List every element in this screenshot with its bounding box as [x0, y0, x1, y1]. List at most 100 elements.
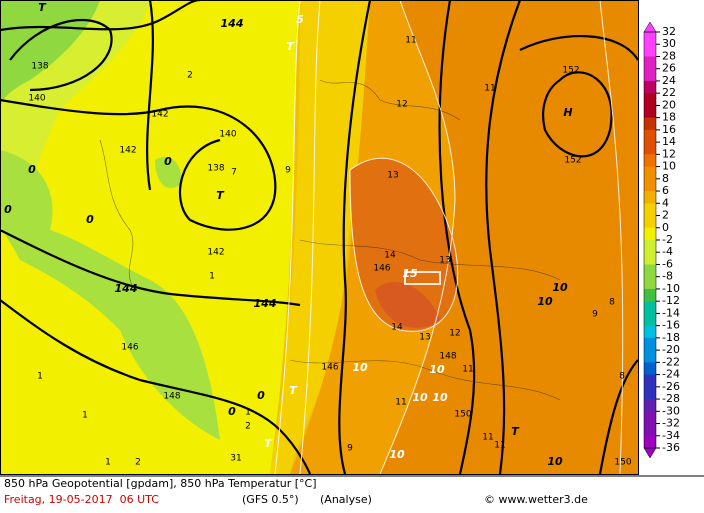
colorbar-label: 16	[662, 123, 676, 136]
map-label: T	[38, 1, 47, 14]
colorbar-label: 26	[662, 62, 676, 75]
colorbar-label: -20	[662, 343, 680, 356]
colorbar-label: -18	[662, 331, 680, 344]
colorbar-label: -14	[662, 306, 680, 319]
colorbar: 32302826242220181614121086420-2-4-6-8-10…	[643, 21, 680, 459]
colorbar-top-cap	[643, 21, 657, 33]
map-label: 142	[207, 248, 224, 258]
map-label: 10	[389, 448, 405, 461]
map-label: 31	[230, 454, 241, 464]
map-label: 138	[31, 62, 48, 72]
colorbar-label: 0	[662, 221, 669, 234]
map-label: 10	[352, 361, 368, 374]
map-label: 138	[207, 164, 224, 174]
map-label: 10	[412, 391, 428, 404]
colorbar-label: -30	[662, 404, 680, 417]
map-label: 8	[609, 298, 615, 308]
map-label: 7	[231, 168, 237, 178]
colorbar-label: 2	[662, 209, 669, 222]
colorbar-label: -8	[662, 270, 673, 283]
colorbar-label: 24	[662, 74, 676, 87]
map-label: 10	[552, 281, 568, 294]
map-label: 0	[28, 163, 36, 176]
colorbar-swatch	[644, 142, 656, 155]
colorbar-swatch	[644, 203, 656, 217]
map-field	[0, 0, 638, 474]
colorbar-swatch	[644, 178, 656, 192]
map-label: 0	[257, 389, 265, 402]
colorbar-label: -26	[662, 380, 680, 393]
colorbar-swatch	[644, 32, 656, 45]
colorbar-label: -28	[662, 392, 680, 405]
colorbar-swatch	[644, 423, 656, 437]
colorbar-swatch	[644, 105, 656, 119]
colorbar-swatch	[644, 227, 656, 241]
footer-model: (GFS 0.5°)	[242, 493, 299, 506]
map-label: T	[511, 425, 520, 438]
map-label: 10	[537, 295, 553, 308]
colorbar-swatch	[644, 301, 656, 314]
colorbar-label: -10	[662, 282, 680, 295]
colorbar-swatch	[644, 362, 656, 376]
map-label: T	[289, 384, 298, 397]
colorbar-label: -12	[662, 294, 680, 307]
colorbar-swatch	[644, 44, 656, 57]
colorbar-label: 20	[662, 98, 676, 111]
colorbar-swatch	[644, 386, 656, 400]
colorbar-swatch	[644, 68, 656, 82]
colorbar-swatch	[644, 374, 656, 388]
map-label: 152	[562, 66, 579, 76]
colorbar-swatch	[644, 240, 656, 253]
map-label: 13	[439, 256, 450, 266]
colorbar-swatch	[644, 264, 656, 278]
map-label: 13	[419, 333, 430, 343]
colorbar-swatch	[644, 166, 656, 180]
colorbar-label: -24	[662, 368, 680, 381]
map-label: 140	[28, 94, 45, 104]
colorbar-swatch	[644, 93, 656, 106]
map-frame	[0, 0, 639, 475]
colorbar-swatch	[644, 288, 656, 302]
colorbar-label: -2	[662, 233, 673, 246]
map-label: 1	[105, 458, 111, 468]
map-label: 14	[384, 251, 396, 261]
colorbar-label: 28	[662, 49, 676, 62]
map-label: 15	[402, 267, 418, 280]
colorbar-swatch	[644, 337, 656, 351]
colorbar-label: -22	[662, 355, 680, 368]
map-label: 11	[484, 84, 495, 94]
footer-title: 850 hPa Geopotential [gpdam], 850 hPa Te…	[4, 477, 317, 490]
map-label: 144	[221, 17, 244, 30]
map-label: 150	[454, 410, 471, 420]
colorbar-swatch	[644, 435, 656, 449]
map-label: 142	[119, 146, 136, 156]
footer-copyright: © www.wetter3.de	[484, 493, 588, 506]
colorbar-label: 6	[662, 184, 669, 197]
colorbar-label: -36	[662, 441, 680, 454]
map-label: 1	[245, 408, 251, 418]
map-label: 11	[494, 441, 505, 451]
colorbar-label: 10	[662, 160, 676, 173]
map-label: 12	[449, 329, 460, 339]
colorbar-label: 32	[662, 25, 676, 38]
colorbar-label: 22	[662, 86, 676, 99]
map-label: 2	[245, 422, 251, 432]
colorbar-swatch	[644, 117, 656, 131]
map-label: 146	[373, 264, 390, 274]
map-label: T	[216, 189, 225, 202]
colorbar-bottom-cap	[643, 447, 657, 459]
map-label: 142	[151, 110, 168, 120]
colorbar-swatch	[644, 80, 656, 94]
map-label: 11	[395, 398, 406, 408]
colorbar-swatch	[644, 56, 656, 70]
colorbar-swatch	[644, 325, 656, 339]
colorbar-swatch	[644, 350, 656, 363]
map-label: 10	[547, 455, 563, 468]
map-label: 0	[4, 203, 12, 216]
map-label: 0	[86, 213, 94, 226]
colorbar-label: 30	[662, 37, 676, 50]
map-label: 2	[187, 71, 193, 81]
